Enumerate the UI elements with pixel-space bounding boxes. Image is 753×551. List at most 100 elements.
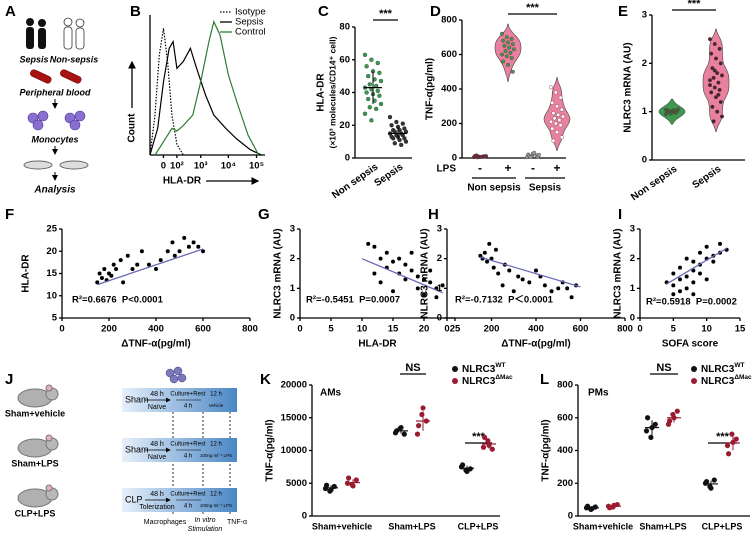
legend-swatch [452, 378, 458, 384]
x-tick-label: 600 [195, 324, 211, 335]
point [491, 265, 496, 270]
y-tick-label: 0 [437, 313, 442, 324]
point [440, 283, 445, 288]
point [698, 271, 702, 276]
density-line [149, 39, 262, 156]
surgery: Sham [125, 394, 149, 404]
y-tick-label: 2 [437, 253, 442, 264]
legend-superscript: WT [495, 362, 505, 369]
dot [715, 70, 720, 75]
point [378, 256, 383, 261]
dot [551, 111, 556, 116]
panel-letter: B [130, 3, 141, 20]
x-tick-label: 600 [573, 324, 589, 335]
point [671, 271, 676, 276]
point [678, 289, 682, 294]
y-tick-label: 800 [441, 15, 457, 26]
culture: Culture+Rest [170, 392, 206, 398]
y-tick-label: 10000 [281, 445, 307, 456]
dot [557, 118, 562, 123]
y-tick-label: 200 [441, 118, 457, 129]
significance-label: NS [405, 362, 420, 374]
dot [645, 415, 651, 421]
point [493, 247, 498, 252]
point [409, 268, 414, 273]
panel-letter: K [260, 371, 271, 388]
panel-letter: D [430, 3, 441, 20]
significance-label: *** [526, 2, 540, 14]
point [511, 289, 516, 294]
dot [724, 442, 731, 449]
super-category: Non sepsis [467, 183, 521, 194]
dot [714, 95, 719, 100]
point [428, 268, 433, 273]
x-category-label: + [504, 161, 511, 175]
point [170, 240, 175, 245]
point [372, 271, 377, 276]
y-tick-label: 0 [302, 511, 307, 522]
dot [484, 154, 489, 159]
panel-letter: I [618, 206, 622, 223]
significance-label: *** [716, 431, 730, 443]
point [125, 253, 130, 258]
x-tick-label: 200 [101, 324, 117, 335]
dot [720, 73, 725, 78]
point [109, 273, 114, 278]
dot [346, 475, 352, 481]
dot [667, 418, 673, 424]
dot [504, 54, 509, 59]
panel-a: A Sepsis Non-sepsis Peripheral blood Mon… [5, 3, 98, 196]
point [691, 268, 696, 273]
x-tick-label: 0 [637, 324, 642, 335]
dot [558, 123, 563, 128]
y-tick-label: 1 [290, 283, 296, 294]
point [154, 267, 158, 272]
y-tick-label: 0 [290, 313, 295, 324]
dot [715, 109, 720, 114]
point [684, 274, 689, 279]
dot [528, 154, 533, 159]
x-tick-label: 15 [735, 324, 746, 335]
dot [676, 107, 681, 112]
mouse-ear [45, 384, 53, 392]
point [391, 289, 395, 294]
dot [375, 88, 380, 94]
point [114, 267, 119, 272]
x-axis-label: HLA-DR [358, 339, 397, 350]
dot [367, 82, 372, 87]
dot [391, 136, 396, 141]
point [201, 249, 205, 254]
point [684, 286, 689, 291]
y-tick-label: 0 [642, 155, 647, 166]
y-tick-label: 2 [630, 253, 635, 264]
dot [420, 405, 426, 411]
dot [550, 100, 555, 105]
dot [708, 78, 713, 83]
point [177, 249, 182, 254]
dot [717, 46, 722, 51]
fit-line [666, 247, 727, 285]
x-tick-label: 800 [242, 324, 258, 335]
point [534, 268, 538, 273]
point [556, 286, 561, 291]
dot [362, 52, 368, 57]
point [372, 244, 377, 249]
label: Monocytes [31, 134, 78, 144]
dot [709, 51, 714, 56]
dot [378, 101, 384, 107]
dot [501, 59, 506, 64]
group-label: CLP+LPS [15, 508, 56, 518]
chart-panel: D 0 200 400 600 800 - + - + LPS Non sepsis Sepsis TNF… [425, 2, 571, 194]
label: Non-sepsis [50, 54, 99, 64]
dot [344, 480, 351, 486]
y-axis-label: HLA-DR [21, 254, 32, 293]
dot [537, 152, 542, 157]
dot [464, 468, 470, 475]
legend-label: Isotype [235, 7, 266, 18]
surgery: Sham [125, 444, 149, 454]
mouse-ear [45, 434, 53, 442]
dot [561, 114, 566, 119]
y-tick-label: 2 [642, 58, 647, 69]
dot [403, 139, 409, 144]
